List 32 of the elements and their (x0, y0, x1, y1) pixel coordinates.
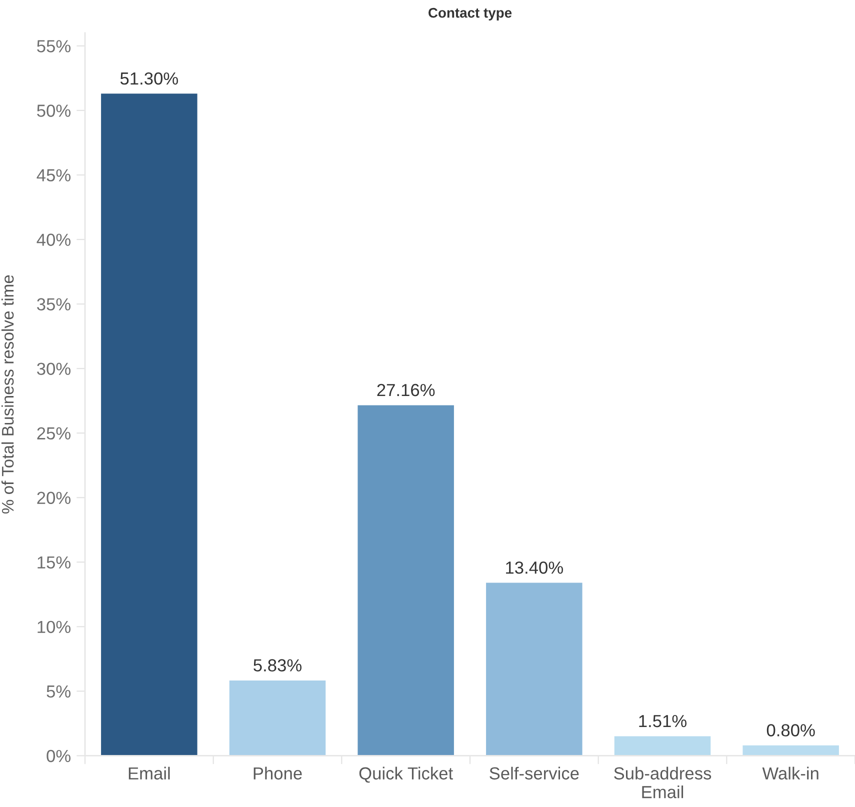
y-tick-label: 0% (46, 750, 70, 762)
x-tick-label: Quick Ticket (359, 766, 453, 783)
y-tick-label: 20% (37, 492, 70, 504)
y-tick-label: 10% (38, 620, 70, 634)
y-tick-label: 25% (37, 427, 70, 440)
x-tick-label: Phone (254, 766, 302, 780)
y-tick-label: 55% (37, 40, 70, 52)
y-tick-label: 40% (36, 234, 70, 246)
y-tick-label: 15% (38, 556, 70, 569)
chart-title: Contact type (428, 8, 512, 20)
y-tick-label: 35% (37, 298, 70, 310)
data-label: 51.30% (120, 72, 178, 85)
data-label: 13.40% (506, 561, 563, 574)
data-label: 1.51% (639, 715, 686, 728)
x-tick-label: Self-service (490, 766, 579, 780)
x-tick-label: Email (128, 766, 170, 780)
data-label: 0.80% (766, 724, 815, 736)
y-tick-label: 45% (36, 169, 70, 182)
x-tick-label: Walk-in (762, 766, 818, 780)
bar (742, 745, 839, 756)
data-label: 5.83% (254, 659, 302, 672)
y-tick-label: 50% (37, 104, 70, 117)
bar (614, 736, 711, 756)
bar (229, 680, 326, 756)
y-tick-label: 5% (46, 685, 70, 698)
bar (101, 94, 198, 756)
bar (486, 582, 582, 756)
data-label: 27.16% (377, 384, 435, 396)
bar (358, 405, 454, 756)
x-tick-label: Sub-address Email (614, 766, 712, 798)
y-tick-label: 30% (37, 362, 70, 375)
y-axis-title: % of Total Business resolve time (1, 275, 14, 514)
